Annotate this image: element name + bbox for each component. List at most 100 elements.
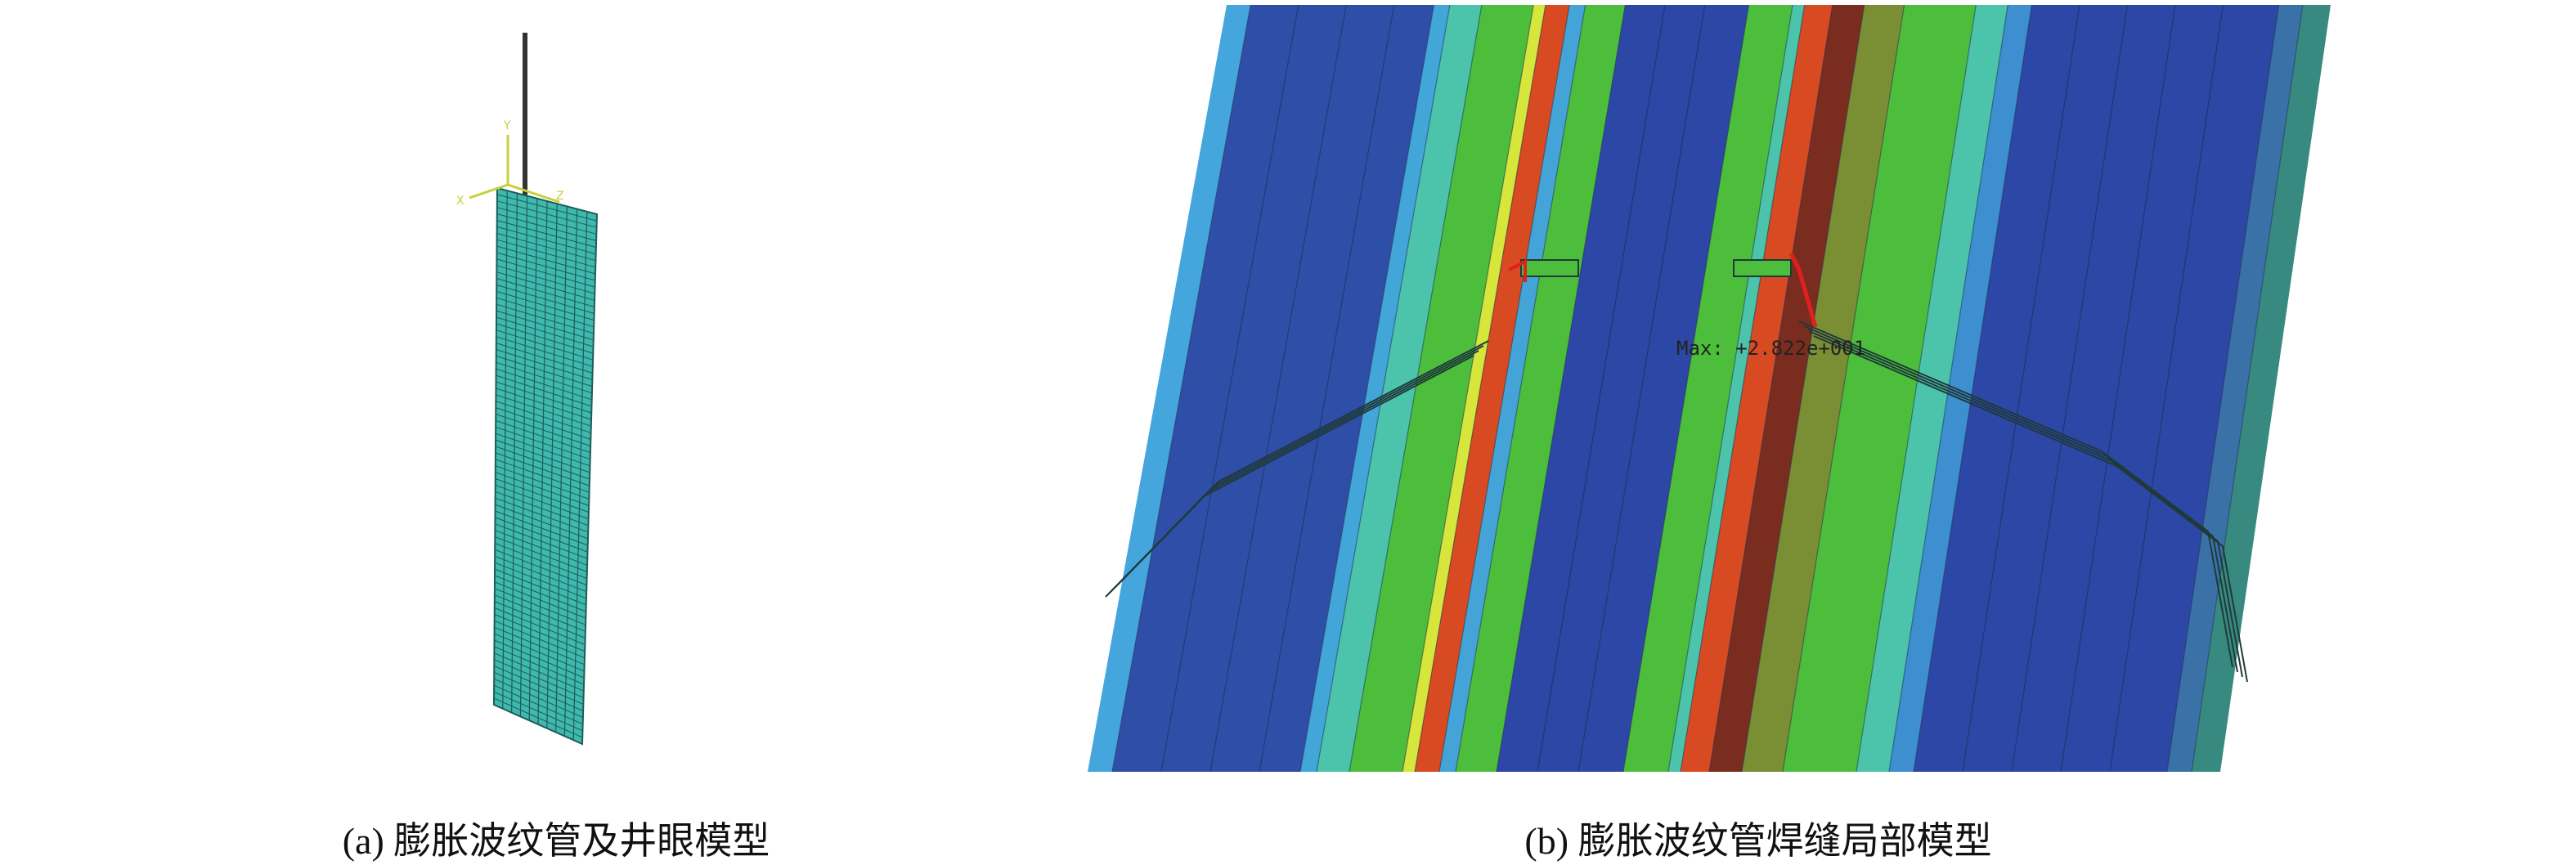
element-edge: [1402, 4, 1534, 773]
mesh-line: [496, 407, 591, 440]
element-edge: [1708, 4, 1833, 773]
element-edge: [1455, 4, 1586, 773]
contour-band: [1112, 5, 1434, 772]
max-value-label: Max: +2.822e+001: [1676, 337, 1865, 360]
contour-band: [1856, 5, 2008, 772]
mesh-line: [496, 226, 596, 255]
contour-band: [1415, 5, 1570, 772]
contour-band: [1668, 5, 1805, 772]
element-edge: [2109, 4, 2224, 773]
mesh-line: [495, 472, 590, 506]
triad-label-z: Z: [556, 190, 564, 203]
mesh-line: [496, 290, 595, 321]
mesh-line: [496, 303, 595, 334]
weld-seam-right: [1798, 320, 2233, 668]
mesh-line: [495, 484, 589, 520]
mesh-line: [494, 555, 587, 593]
element-edge: [1111, 4, 1251, 773]
weld-seam-left: [1105, 355, 1474, 598]
mesh-line: [494, 639, 585, 679]
stress-contour-bands: [1088, 4, 2331, 773]
mesh-line: [496, 310, 594, 341]
element-edge: [1667, 4, 1793, 773]
mesh-line: [496, 194, 597, 222]
mesh-line: [496, 381, 592, 414]
max-stress-marker: [1788, 252, 1818, 328]
max-stress-marker: [1508, 258, 1527, 282]
mesh-line: [496, 200, 597, 228]
mesh-line: [496, 258, 595, 288]
mesh-line: [495, 536, 588, 572]
contour-band: [1681, 5, 1833, 772]
element-edge: [1414, 4, 1546, 773]
mesh-line: [495, 439, 590, 473]
mesh-line: [494, 562, 587, 599]
element-edge: [1496, 4, 1626, 773]
mesh-line: [494, 568, 586, 606]
mesh-line: [495, 465, 590, 500]
mesh-line: [494, 620, 586, 659]
weld-tab: [1733, 259, 1792, 277]
mesh-line: [495, 491, 589, 527]
mesh-line: [495, 510, 588, 546]
mesh-line: [494, 659, 584, 698]
mesh-line: [494, 678, 584, 719]
element-edge: [1316, 4, 1451, 773]
mesh-line: [494, 581, 586, 619]
element-edge: [1856, 4, 1977, 773]
mesh-line: [496, 329, 594, 361]
mesh-line: [494, 601, 586, 639]
panel-a-model: Y X Z: [456, 33, 599, 746]
mesh-line: [495, 523, 588, 559]
mesh-line: [495, 432, 590, 467]
mesh-line: [495, 459, 590, 493]
mesh-line: [496, 265, 595, 294]
mesh-line: [496, 401, 591, 433]
mesh-line: [496, 271, 595, 301]
element-edge: [1438, 4, 1570, 773]
mesh-line: [496, 213, 597, 241]
contour-band: [2192, 5, 2331, 772]
contour-band: [1349, 5, 1534, 772]
element-edge: [1962, 4, 2080, 773]
mesh-line: [494, 646, 585, 685]
element-edge: [1913, 4, 2033, 773]
mesh-line: [496, 252, 595, 281]
mesh-line: [496, 278, 595, 307]
mesh-line: [496, 361, 593, 394]
mesh-line: [494, 607, 586, 645]
mesh-line: [496, 323, 594, 354]
contour-band: [1402, 5, 1546, 772]
mesh-line: [495, 426, 590, 460]
mesh-line: [496, 316, 594, 347]
mesh-line: [495, 497, 589, 533]
triad-label-y: Y: [503, 119, 511, 132]
panel-b-contour: Max: +2.822e+001: [1088, 4, 2331, 773]
element-edge: [1160, 4, 1299, 773]
contour-band: [1088, 5, 1251, 772]
mesh-line: [496, 368, 592, 401]
weld-seam-right: [1813, 335, 2248, 683]
mesh-line: [494, 672, 584, 711]
element-edge: [1259, 4, 1395, 773]
element-edge: [2191, 4, 2304, 773]
element-edge: [2166, 4, 2280, 773]
element-edge: [1741, 4, 1865, 773]
mesh-line: [496, 220, 597, 248]
weld-seam-right: [1803, 325, 2238, 673]
caption-a: (a) 膨胀波纹管及井眼模型: [342, 820, 770, 862]
mesh-line: [496, 394, 591, 427]
mesh-line: [496, 297, 595, 328]
element-edge: [2011, 4, 2129, 773]
mesh-line: [496, 349, 593, 380]
mesh-line: [495, 504, 589, 540]
mesh-line: [495, 478, 590, 513]
element-edge: [2060, 4, 2176, 773]
mesh-line: [494, 575, 586, 612]
mesh-line: [496, 239, 596, 268]
contour-band: [1300, 5, 1450, 772]
mesh-line: [496, 207, 597, 235]
weld-seam-lines: [1105, 252, 2248, 683]
contour-band: [1456, 5, 1626, 772]
mesh-line: [494, 613, 586, 652]
